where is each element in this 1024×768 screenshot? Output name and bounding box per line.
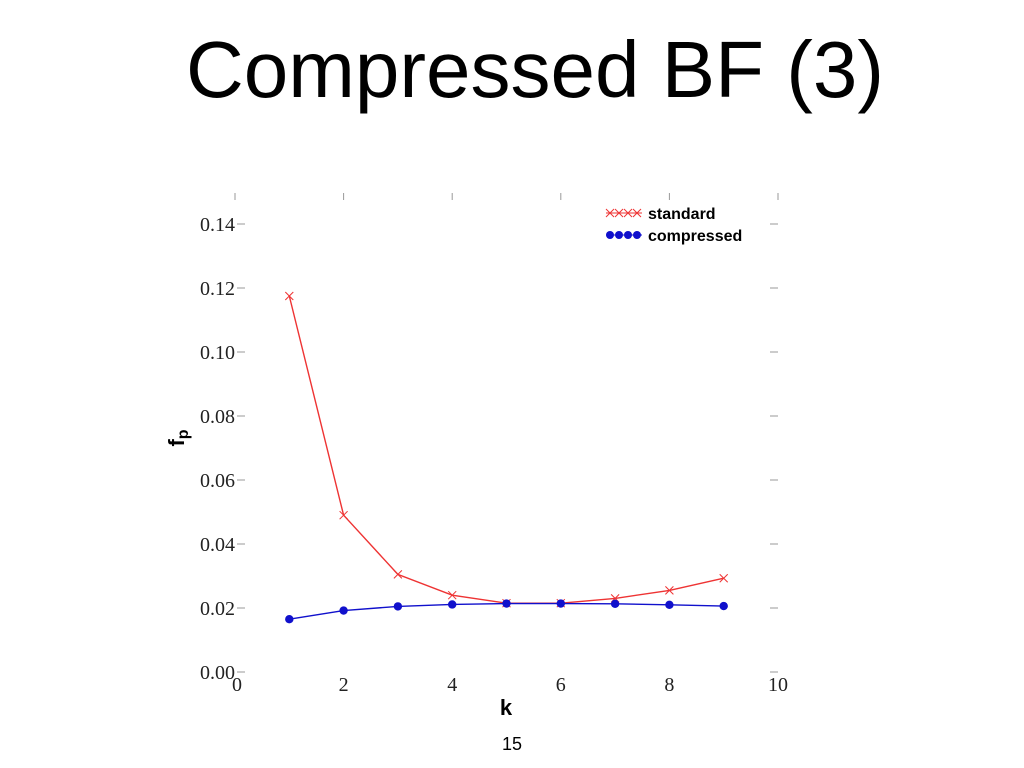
data-point-compressed	[339, 606, 348, 615]
data-point-compressed	[285, 615, 294, 624]
slide-title: Compressed BF (3)	[186, 25, 884, 114]
series-line-standard	[288, 295, 724, 604]
page-number: 15	[501, 734, 523, 754]
data-point-compressed	[502, 599, 511, 608]
x-tick-label: 8	[664, 674, 674, 696]
data-point-standard	[719, 573, 729, 583]
y-axis-label-main: f	[164, 439, 189, 447]
x-tick-label: 4	[447, 674, 457, 696]
legend: standard compressed	[605, 206, 742, 245]
data-point-compressed	[665, 600, 674, 609]
legend-item-standard: standard	[605, 206, 716, 223]
axis-marks: 0.00 0.02 0.04 0.06 0.08 0.10 0.12 0.14 0 2 4 6 8 10	[200, 193, 788, 696]
y-tick-label: 0.00	[200, 662, 235, 684]
x-tick-label: 0	[232, 674, 242, 696]
x-tick-label: 2	[339, 674, 349, 696]
data-point-compressed	[448, 600, 457, 609]
svg-text:fp: fp	[164, 429, 192, 446]
series-layer	[284, 291, 729, 624]
y-axis-label: fp	[164, 429, 192, 446]
data-point-standard	[447, 590, 457, 600]
data-point-standard	[665, 586, 674, 595]
series-standard	[284, 291, 729, 608]
y-tick-label: 0.12	[200, 278, 235, 300]
data-point-compressed	[556, 599, 565, 608]
y-tick-label: 0.08	[200, 406, 235, 428]
legend-label-compressed: compressed	[648, 228, 742, 245]
data-point-compressed	[719, 601, 728, 611]
data-point-compressed	[393, 602, 403, 611]
x-tick-label: 10	[768, 674, 788, 696]
y-tick-label: 0.04	[200, 534, 235, 556]
y-tick-label: 0.10	[200, 342, 235, 364]
legend-item-compressed: compressed	[606, 228, 742, 245]
data-point-standard	[393, 570, 403, 579]
y-tick-label: 0.14	[200, 214, 235, 236]
data-point-standard	[284, 291, 294, 301]
x-axis-label: k	[500, 695, 513, 720]
series-compressed	[285, 599, 728, 624]
y-tick-label: 0.02	[200, 598, 235, 620]
x-tick-label: 6	[556, 674, 566, 696]
data-point-standard	[339, 510, 348, 520]
legend-label-standard: standard	[648, 206, 716, 223]
data-point-compressed	[610, 599, 620, 609]
y-axis-label-sub: p	[175, 429, 192, 439]
y-tick-label: 0.06	[200, 470, 235, 492]
